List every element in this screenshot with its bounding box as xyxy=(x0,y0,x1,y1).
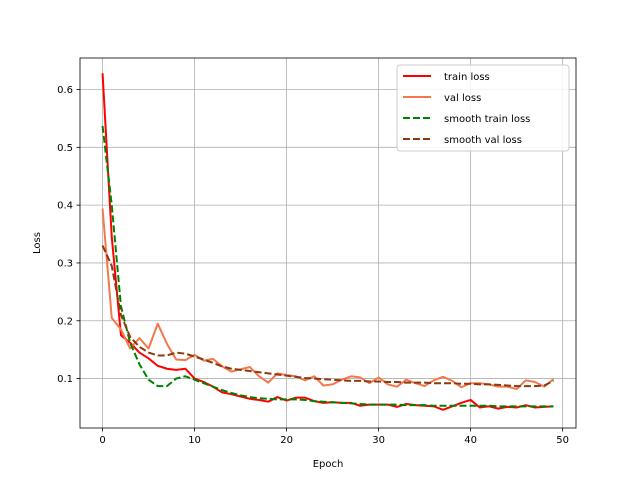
y-tick-label: 0.4 xyxy=(57,201,73,212)
y-tick-label: 0.2 xyxy=(57,316,73,327)
y-tick-label: 0.6 xyxy=(57,85,73,96)
x-axis-label: Epoch xyxy=(313,459,344,470)
smooth-train-loss-legend-label: smooth train loss xyxy=(444,114,530,125)
smooth-train-loss-line xyxy=(101,125,554,408)
x-tick-label: 0 xyxy=(99,435,105,446)
val-loss-line xyxy=(101,208,555,390)
smooth-val-loss-legend-label: smooth val loss xyxy=(444,135,522,146)
x-tick-label: 20 xyxy=(280,435,293,446)
val-loss-legend-label: val loss xyxy=(444,93,481,104)
train-loss-legend-label: train loss xyxy=(444,72,490,83)
y-tick-label: 0.5 xyxy=(57,143,73,154)
y-tick-label: 0.3 xyxy=(57,258,73,269)
legend: train loss val loss smooth train loss smoot… xyxy=(396,64,570,152)
x-tick-label: 40 xyxy=(464,435,477,446)
x-tick-label: 10 xyxy=(188,435,201,446)
legend-box xyxy=(396,64,570,152)
y-axis-label: Loss xyxy=(32,232,43,254)
axis-ticks: 0 10 20 30 40 50 0.1 0.2 0.3 0.4 0.5 0.6 xyxy=(57,85,569,446)
x-tick-label: 50 xyxy=(556,435,569,446)
smooth-val-loss-line xyxy=(101,245,554,388)
series-lines xyxy=(101,73,555,411)
plot-frame xyxy=(79,57,577,429)
y-tick-label: 0.1 xyxy=(57,374,73,385)
x-tick-label: 30 xyxy=(372,435,385,446)
train-loss-line xyxy=(101,73,554,411)
